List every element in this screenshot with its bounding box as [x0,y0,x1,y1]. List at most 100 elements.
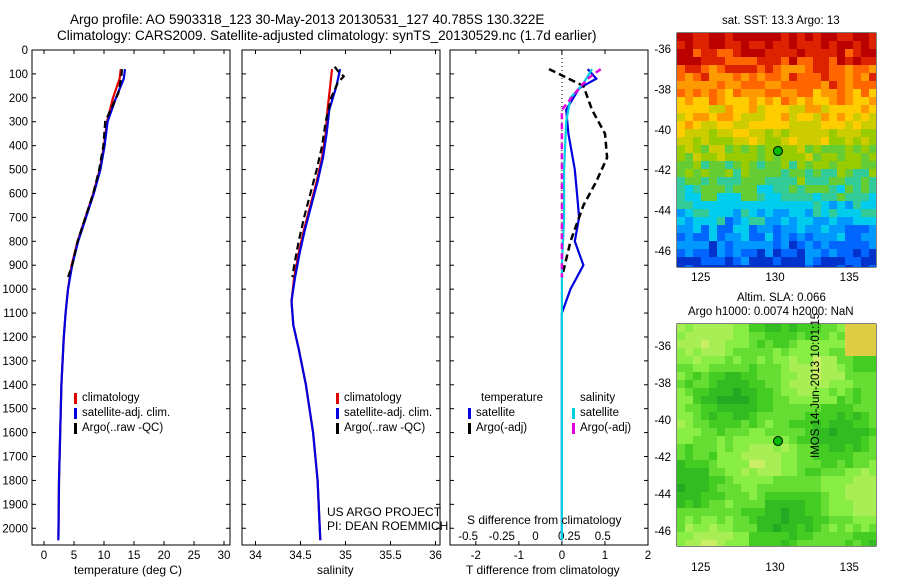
sla-cell [845,372,853,380]
sla-cell [837,388,845,396]
sst-cell [869,257,876,265]
sst-cell [765,257,773,265]
sla-cell [765,500,773,508]
sst-cell [821,209,829,217]
sst-cell [789,265,797,267]
sst-cell [821,185,829,193]
sst-cell [677,177,685,185]
sla-cell [733,380,741,388]
sst-cell [677,33,685,41]
sla-cell [709,532,717,540]
sla-cell [773,420,781,428]
sst-cell [829,49,837,57]
sla-cell [677,476,685,484]
sst-cell [805,241,813,249]
sst-cell [677,105,685,113]
sst-cell [693,265,701,267]
sst-cell [861,65,869,73]
x-axes: 0 5 10 15 20 25 30 34 34.5 35 35.5 36 -2 -1 0 1 2-0.5 -0.… [41,50,651,562]
sla-cell [773,380,781,388]
sst-cell [757,233,765,241]
sla-cell [717,532,725,540]
sst-cell [797,145,805,153]
sla-cell [797,524,805,532]
sst-cell [693,33,701,41]
sla-cell [845,340,853,348]
sla-cell [845,388,853,396]
sst-cell [781,137,789,145]
sla-cell [853,484,861,492]
sst-cell [789,209,797,217]
sst-cell [797,257,805,265]
sla-cell [805,372,813,380]
sst-cell [733,89,741,97]
sst-cell [813,97,821,105]
sst-cell [813,153,821,161]
sst-cell [805,81,813,89]
sst-cell [845,65,853,73]
sla-cell [717,380,725,388]
sst-cell [757,169,765,177]
sla-cell [701,372,709,380]
sla-cell [869,324,876,332]
sst-cell [853,249,861,257]
sla-cell [733,532,741,540]
sst-cell [821,241,829,249]
sst-cell [869,217,876,225]
sla-cell [717,508,725,516]
sst-cell [717,233,725,241]
sla-cell [709,420,717,428]
sla-cell [709,460,717,468]
sst-cell [773,113,781,121]
sla-cell [741,444,749,452]
sst-cell [685,249,693,257]
sst-cell [837,233,845,241]
sst-cell [789,145,797,153]
sla-cell [741,396,749,404]
sst-cell [853,41,861,49]
credit-pi: PI: DEAN ROEMMICH [327,519,449,533]
sst-cell [845,209,853,217]
sla-cell [869,444,876,452]
sla-cell [829,364,837,372]
sst-cell [797,241,805,249]
sst-cell [837,57,845,65]
sla-cell [773,372,781,380]
sst-cell [765,89,773,97]
sla-cell [845,404,853,412]
sst-cell [709,41,717,49]
sla-cell [677,324,685,332]
difference-legend-salinity: salinity satellite Argo(-adj) [572,391,631,436]
sst-cell [813,49,821,57]
sla-cell [829,332,837,340]
sst-cell [837,129,845,137]
sla-cell [781,396,789,404]
sla-cell [693,428,701,436]
sla-cell [757,380,765,388]
sst-cell [821,121,829,129]
sst-cell [813,73,821,81]
sla-cell [789,484,797,492]
sla-cell [805,452,813,460]
sst-cell [701,105,709,113]
sst-cell [685,257,693,265]
sla-cell [685,476,693,484]
sst-cell [757,33,765,41]
sst-cell [869,249,876,257]
sst-cell [805,65,813,73]
sst-cell [773,233,781,241]
sst-cell [805,193,813,201]
sla-cell [725,524,733,532]
depth-tick-label: 800 [9,236,28,248]
figure-title-line1: Argo profile: AO 5903318_123 30-May-2013… [70,12,545,27]
sla-cell [733,476,741,484]
sst-cell [821,233,829,241]
sla-cell [701,404,709,412]
sst-cell [733,57,741,65]
sst-cell [693,177,701,185]
sla-cell [805,380,813,388]
sst-cell [869,201,876,209]
sst-cell [741,257,749,265]
sst-cell [853,137,861,145]
sst-cell [693,233,701,241]
